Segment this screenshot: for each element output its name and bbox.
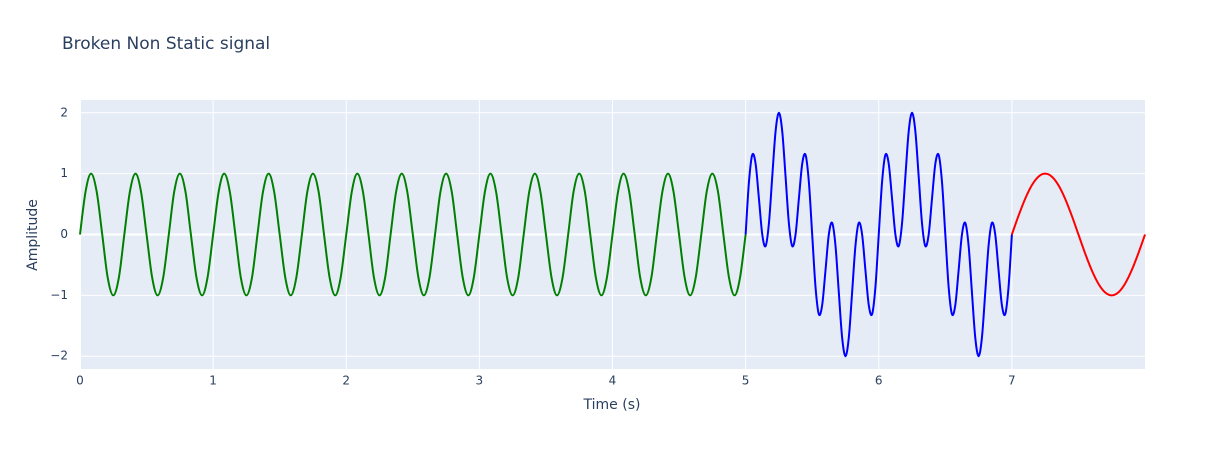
x-tick-label: 7 [1008,374,1016,388]
x-axis-title: Time (s) [583,397,641,413]
x-tick-label: 6 [875,374,883,388]
signal-line [744,111,1013,358]
y-axis-title: Amplitude [25,199,41,271]
y-tick-label: 1 [60,166,68,180]
x-tick-label: 0 [76,374,84,388]
y-tick-label: −2 [50,349,68,363]
x-tick-label: 3 [476,374,484,388]
signal-line [79,172,747,297]
y-tick-label: 0 [60,227,68,241]
lines [79,111,1146,358]
x-tick-label: 2 [342,374,350,388]
signal-line [1010,172,1146,297]
x-tick-label: 5 [742,374,750,388]
y-tick-label: 2 [60,105,68,119]
chart-title: Broken Non Static signal [62,34,270,54]
x-tick-label: 4 [609,374,617,388]
y-tick-label: −1 [50,288,68,302]
x-tick-label: 1 [209,374,217,388]
